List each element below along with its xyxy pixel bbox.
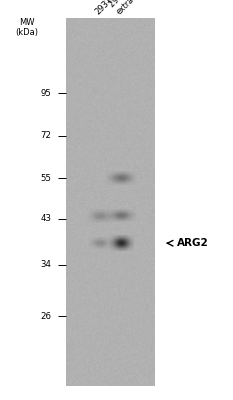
Text: 26: 26 xyxy=(40,312,51,320)
Text: MW
(kDa): MW (kDa) xyxy=(15,18,38,37)
Text: 43: 43 xyxy=(40,214,51,223)
Text: 72: 72 xyxy=(40,131,51,140)
Text: 34: 34 xyxy=(40,260,51,269)
Text: ARG2: ARG2 xyxy=(177,238,209,248)
Text: 55: 55 xyxy=(40,174,51,182)
Text: 293T cytoplasm
extract: 293T cytoplasm extract xyxy=(108,0,167,16)
Text: 95: 95 xyxy=(40,89,51,98)
Text: 293T: 293T xyxy=(94,0,115,16)
